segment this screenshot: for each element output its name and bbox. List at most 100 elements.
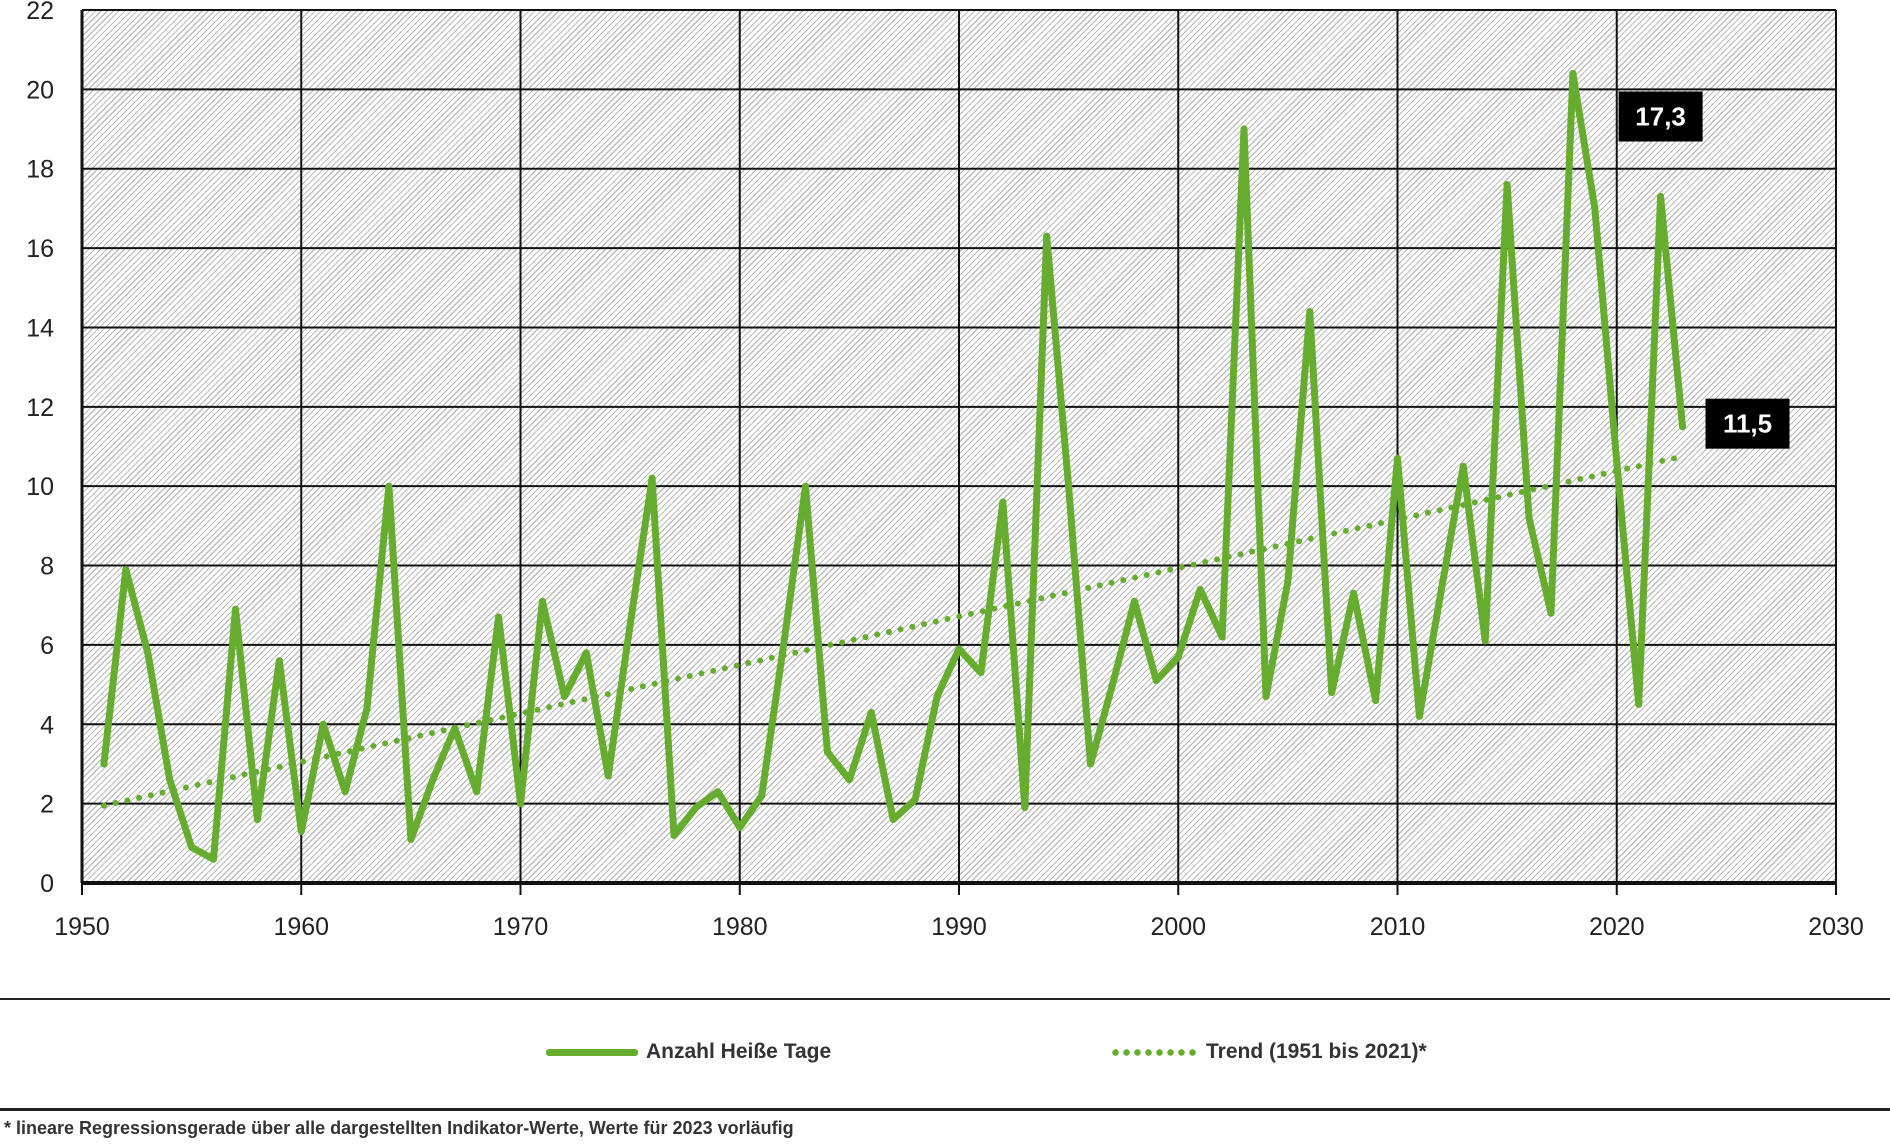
data-point	[758, 792, 766, 800]
data-point	[1503, 181, 1511, 189]
x-tick-label: 1950	[54, 913, 110, 941]
data-point	[385, 482, 393, 490]
data-point	[1043, 232, 1051, 240]
data-point	[802, 482, 810, 490]
y-tick-label: 16	[26, 235, 54, 263]
data-point	[1635, 700, 1643, 708]
data-point	[1108, 681, 1116, 689]
trend-line	[100, 453, 1686, 809]
footnote: * lineare Regressionsgerade über alle da…	[4, 1118, 794, 1138]
data-point	[1394, 454, 1401, 462]
data-point	[604, 772, 612, 780]
data-point	[495, 613, 503, 621]
y-tick-label: 2	[40, 791, 54, 819]
legend-label: Trend (1951 bis 2021)*	[1206, 1040, 1427, 1063]
x-tick-label: 1960	[273, 913, 329, 941]
data-point	[1350, 589, 1358, 597]
data-point	[1415, 712, 1423, 720]
data-point	[538, 597, 546, 605]
data-point	[999, 498, 1007, 506]
data-point	[1284, 577, 1292, 585]
data-point	[100, 760, 108, 768]
x-tick-label: 2030	[1808, 913, 1864, 941]
data-point	[1306, 308, 1314, 316]
separator-top	[0, 998, 1890, 1000]
data-point	[911, 796, 919, 804]
data-point	[1591, 204, 1599, 212]
data-point	[1065, 482, 1073, 490]
data-point	[692, 804, 700, 812]
data-point	[319, 720, 327, 728]
legend-swatch-solid	[546, 1048, 638, 1056]
data-point	[429, 776, 437, 784]
data-point	[166, 776, 174, 784]
data-point	[188, 843, 196, 851]
y-tick-label: 8	[40, 553, 54, 581]
data-point	[297, 827, 305, 835]
y-tick-label: 20	[26, 76, 54, 104]
data-point	[1262, 692, 1270, 700]
legend-swatch-dotted	[1110, 1048, 1198, 1056]
legend-item-trend: Trend (1951 bis 2021)*	[1110, 1040, 1427, 1064]
data-point	[1021, 804, 1029, 812]
data-point	[275, 657, 283, 665]
x-tick-label: 1980	[712, 913, 768, 941]
data-point	[407, 835, 415, 843]
data-label-box	[1705, 398, 1790, 449]
x-tick-label: 1990	[931, 913, 987, 941]
data-point	[560, 692, 568, 700]
data-point	[582, 649, 590, 657]
x-tick-label: 2010	[1370, 913, 1426, 941]
y-tick-label: 22	[26, 0, 54, 25]
y-tick-label: 10	[26, 473, 54, 501]
y-tick-label: 18	[26, 156, 54, 184]
x-tick-label: 2000	[1150, 913, 1206, 941]
data-label-box	[1618, 91, 1703, 142]
y-tick-label: 12	[26, 394, 54, 422]
data-point	[1679, 423, 1687, 431]
data-point	[1218, 633, 1226, 641]
data-point	[933, 692, 941, 700]
data-point	[1328, 689, 1336, 697]
y-tick-label: 0	[40, 870, 54, 898]
separator-bottom	[0, 1108, 1890, 1111]
line-chart: 0 2 4 6 8 10 12 14 16 18 20 22 1950 1960 1970 1980 1990 2…	[26, 0, 1864, 941]
data-point	[845, 776, 853, 784]
data-point	[1087, 760, 1095, 768]
data-point	[231, 605, 239, 613]
data-point	[1547, 609, 1555, 617]
x-tick-label: 2020	[1589, 913, 1645, 941]
data-point	[1174, 653, 1182, 661]
series-line-hot-days	[100, 70, 1686, 863]
legend-item-hot-days: Anzahl Heiße Tage	[546, 1040, 831, 1064]
data-point	[1240, 125, 1248, 133]
data-point	[210, 855, 218, 863]
data-point	[1459, 462, 1467, 470]
data-point	[867, 708, 875, 716]
data-point	[1130, 597, 1138, 605]
data-point	[122, 566, 130, 574]
data-point	[955, 645, 963, 653]
data-point	[714, 788, 722, 796]
data-point	[670, 831, 678, 839]
y-tick-label: 14	[26, 314, 54, 342]
data-point	[517, 800, 524, 808]
data-point	[1481, 637, 1489, 645]
y-tick-label: 4	[40, 711, 54, 739]
x-tick-label: 1970	[493, 913, 549, 941]
legend-label: Anzahl Heiße Tage	[646, 1040, 832, 1063]
data-point	[1569, 69, 1577, 77]
data-point	[363, 704, 371, 712]
data-point	[473, 788, 481, 796]
data-point	[823, 748, 831, 756]
data-point	[780, 641, 788, 649]
data-point	[253, 816, 261, 824]
data-point	[1613, 458, 1621, 466]
data-label: 17,3	[1635, 102, 1686, 132]
data-point	[889, 816, 897, 824]
data-point	[736, 823, 744, 831]
data-point	[977, 669, 985, 677]
data-point	[451, 724, 459, 732]
data-point	[341, 788, 349, 796]
data-point	[648, 474, 656, 482]
